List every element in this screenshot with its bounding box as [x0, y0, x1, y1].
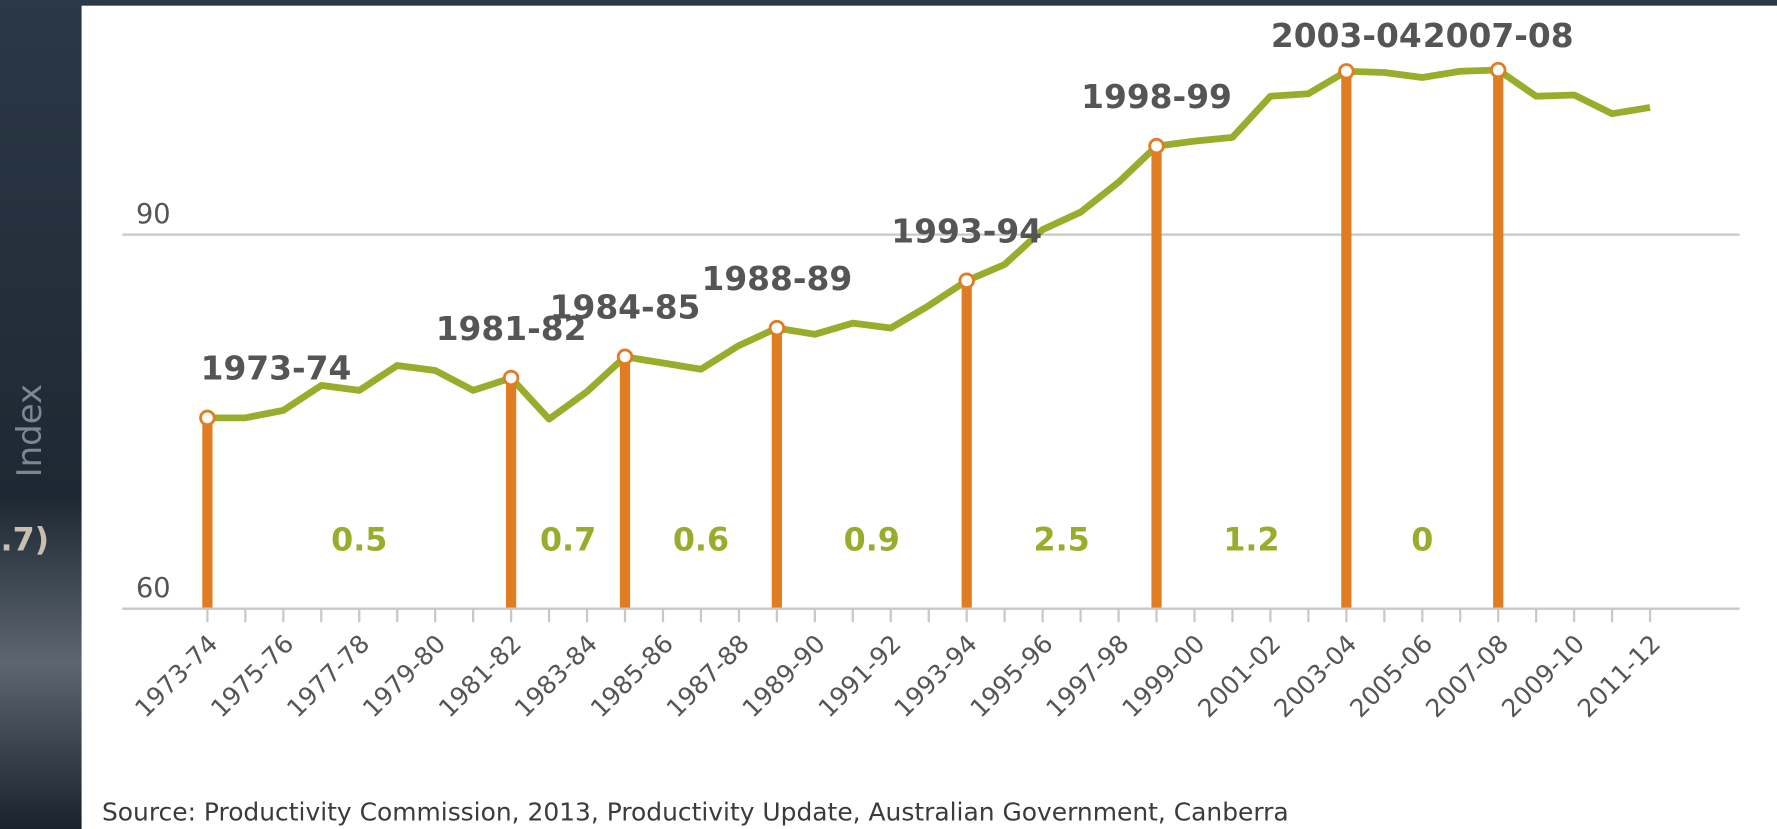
peak-marker: [960, 274, 974, 288]
growth-label: 0.9: [844, 523, 900, 559]
growth-label: 0.5: [331, 523, 387, 559]
peak-label: 1988-89: [701, 259, 852, 298]
y-tick-label: 60: [136, 573, 171, 604]
peak-marker: [770, 321, 784, 335]
peak-bar: [1341, 71, 1351, 608]
peak-marker: [504, 371, 518, 385]
peak-bar: [1151, 146, 1161, 608]
peak-bar: [962, 281, 972, 609]
peak-marker: [618, 350, 632, 364]
peak-label: 1973-74: [201, 349, 352, 388]
growth-label: 0.6: [673, 523, 729, 559]
chart: Index Source: Productivity Commission, 2…: [0, 0, 1777, 829]
peak-marker: [201, 411, 215, 425]
growth-label: 2.5: [1034, 523, 1090, 559]
source-note: Source: Productivity Commission, 2013, P…: [102, 798, 1289, 827]
peak-label: 2003-04: [1271, 16, 1422, 55]
peak-label: 1998-99: [1081, 77, 1232, 116]
peak-marker: [1491, 63, 1505, 77]
peak-bar: [506, 378, 516, 609]
growth-label: 0.7: [540, 523, 596, 559]
peak-bar: [202, 418, 212, 609]
peak-bar: [620, 357, 630, 609]
peak-label: 2007-08: [1423, 16, 1574, 55]
peak-label: 1984-85: [550, 288, 701, 327]
peak-bar: [1493, 70, 1503, 609]
page: {"chart_data": { "type": "line", "y_axis…: [0, 0, 1777, 829]
growth-label: 0: [1411, 523, 1433, 559]
peak-marker: [1150, 139, 1164, 153]
peak-marker: [1340, 64, 1354, 78]
growth-label: (-0.7): [0, 523, 49, 559]
peak-bar: [772, 328, 782, 608]
y-axis-label: Index: [10, 384, 50, 478]
growth-label: 1.2: [1223, 523, 1279, 559]
peak-label: 1993-94: [891, 212, 1042, 251]
y-tick-label: 90: [136, 199, 171, 230]
